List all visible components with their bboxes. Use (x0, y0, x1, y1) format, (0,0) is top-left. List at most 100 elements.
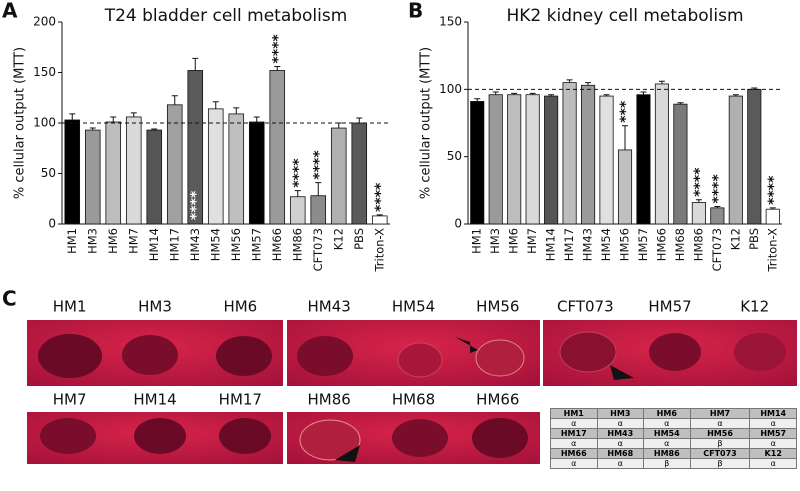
colony (122, 335, 178, 375)
bar (105, 121, 122, 225)
error-bar (253, 116, 260, 122)
colony (299, 419, 361, 461)
x-tick-label: HM56 (229, 228, 243, 261)
chart-title: HK2 kidney cell metabolism (506, 6, 743, 26)
x-tick-label: K12 (728, 228, 742, 250)
x-tick-label: HM17 (562, 228, 576, 261)
significance-label: **** (373, 182, 389, 212)
colony (40, 418, 96, 454)
y-tick-label: 50 (447, 149, 462, 163)
error-bar (769, 207, 776, 210)
table-cell: β (643, 458, 691, 469)
colony (297, 336, 353, 376)
y-tick-label: 0 (48, 217, 56, 231)
y-tick-label: 150 (439, 15, 462, 29)
y-axis-label: % cellular output (MTT) (419, 47, 434, 199)
significance-label: **** (766, 175, 782, 205)
plate-label: HM56 (476, 298, 519, 316)
x-tick-label: HM56 (618, 228, 632, 261)
x-tick-label: HM86 (691, 228, 705, 261)
x-tick-label: HM3 (488, 228, 502, 254)
x-tick-label: CFT073 (311, 228, 325, 271)
x-tick-label: Triton-X (765, 228, 779, 273)
colony (475, 339, 525, 377)
arrowhead (455, 337, 478, 353)
y-axis-label: % cellular output (MTT) (13, 47, 28, 199)
plate-label: HM54 (392, 298, 435, 316)
significance-label: *** (618, 100, 634, 123)
x-tick-label: HM43 (581, 228, 595, 261)
error-bar (677, 102, 684, 105)
x-tick-label: PBS (352, 228, 366, 250)
colony (734, 333, 786, 371)
colony (216, 336, 272, 376)
x-tick-label: HM66 (270, 228, 284, 261)
panel-label: A (2, 0, 18, 23)
error-bar (732, 94, 739, 97)
x-tick-label: HM6 (106, 228, 120, 254)
plate-label: HM43 (308, 298, 351, 316)
x-tick-label: HM14 (544, 228, 558, 261)
bar (289, 196, 306, 225)
table-cell: α (550, 458, 598, 469)
table-cell: HM57 (749, 428, 797, 439)
x-tick-label: HM14 (147, 228, 161, 261)
significance-label: **** (311, 150, 327, 180)
x-tick-label: HM57 (249, 228, 263, 261)
error-bar (603, 94, 610, 97)
bar (371, 215, 388, 225)
table-cell: α (643, 418, 691, 429)
error-bar (376, 214, 383, 216)
y-tick-label: 100 (33, 116, 56, 130)
table-cell: K12 (749, 448, 797, 459)
error-bar (695, 199, 702, 203)
table-cell: HM66 (550, 448, 598, 459)
significance-label: **** (692, 167, 708, 197)
x-tick-label: HM66 (654, 228, 668, 261)
error-bar (130, 112, 137, 117)
plate-label: HM17 (219, 391, 262, 409)
chart-title: T24 bladder cell metabolism (104, 6, 348, 26)
panel-label: C (2, 287, 17, 311)
bar (525, 94, 540, 225)
table-cell: HM3 (596, 408, 645, 419)
error-bar (294, 190, 301, 197)
error-bar (751, 87, 758, 90)
table-cell: HM86 (643, 448, 691, 459)
table-row: HM1 HM3 HM6 HM7 HM14 (550, 408, 797, 419)
bar (125, 116, 142, 225)
error-bar (89, 127, 96, 131)
error-bar (110, 116, 117, 122)
colony (397, 342, 443, 378)
x-tick-label: HM1 (65, 228, 79, 254)
significance-label: **** (270, 33, 286, 63)
table-cell: α (749, 438, 797, 449)
x-tick-label: HM57 (636, 228, 650, 261)
x-tick-label: HM7 (525, 228, 539, 254)
colony (559, 331, 617, 373)
bar (728, 95, 743, 225)
bar (599, 95, 614, 225)
plate-label: K12 (740, 298, 769, 316)
table-cell: HM14 (749, 408, 797, 419)
table-cell: α (749, 418, 797, 429)
table-cell: HM17 (550, 428, 598, 439)
error-bar (171, 95, 178, 105)
error-bar (640, 91, 647, 95)
significance-label: **** (188, 190, 204, 220)
x-tick-label: Triton-X (372, 228, 386, 273)
table-cell: HM43 (596, 428, 645, 439)
error-bar (585, 82, 592, 86)
table-cell: CFT073 (689, 448, 751, 459)
x-tick-label: HM54 (599, 228, 613, 261)
x-tick-label: CFT073 (710, 228, 724, 271)
bar (581, 84, 596, 225)
table-cell: α (749, 458, 797, 469)
bar (765, 208, 780, 225)
error-bar (511, 92, 518, 95)
bar (64, 119, 81, 225)
error-bar (335, 122, 342, 129)
bar (310, 195, 327, 225)
